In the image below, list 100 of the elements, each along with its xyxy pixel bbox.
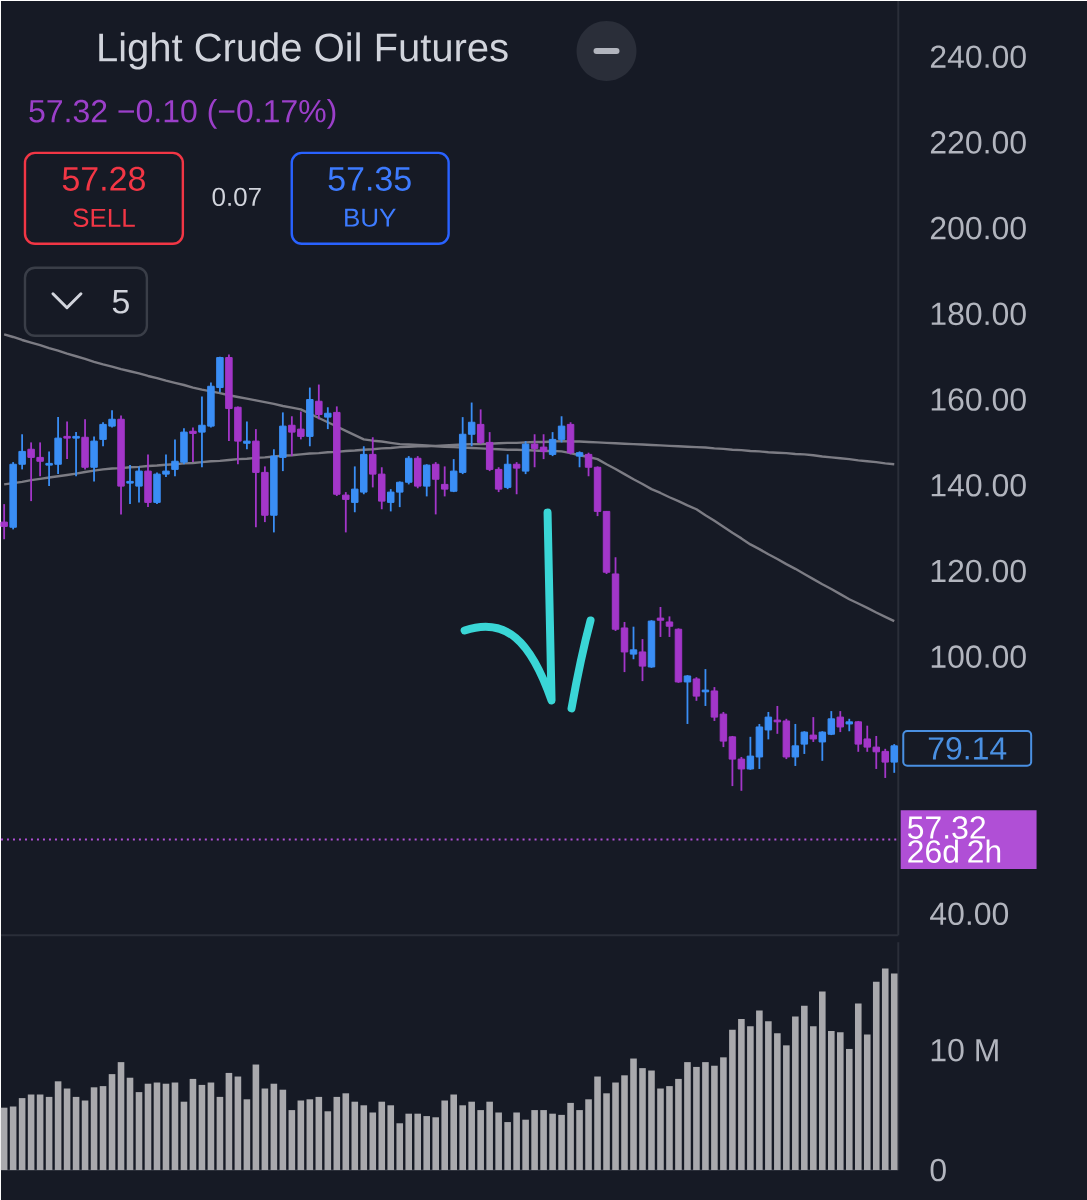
text: Light Crude Oil Futures: [99, 32, 508, 70]
bar: [774, 1033, 781, 1171]
bar: [612, 1082, 619, 1171]
bar: [504, 1122, 511, 1171]
candlestick: [800, 730, 809, 755]
bar: [171, 1082, 179, 1171]
bar: [315, 1096, 323, 1171]
candlestick: [324, 406, 332, 431]
bar: [45, 1096, 53, 1171]
bar: [630, 1058, 637, 1171]
bar: [441, 1100, 448, 1171]
bar: [153, 1082, 161, 1171]
bar: [450, 1094, 457, 1171]
bar: [765, 1021, 772, 1171]
bar: [180, 1101, 188, 1171]
bar: [603, 1093, 610, 1171]
candlestick: [683, 674, 692, 725]
bar: [342, 1093, 350, 1171]
bar: [216, 1096, 224, 1171]
bar: [729, 1029, 736, 1171]
bar: [198, 1084, 206, 1171]
bar: [423, 1116, 430, 1171]
bar: [648, 1070, 655, 1171]
y-tick-label: 140.00: [931, 473, 1026, 497]
bar: [324, 1111, 332, 1171]
candlestick: [638, 638, 647, 682]
y-tick-label: 200.00: [930, 216, 1026, 240]
text: 57.32 −0.10 (−0.17%): [29, 99, 336, 129]
bar: [189, 1078, 197, 1171]
bar: [657, 1088, 664, 1171]
bar: [9, 1106, 17, 1171]
bar: [378, 1101, 386, 1171]
candlestick: [809, 716, 818, 743]
bar: [81, 1100, 89, 1171]
candlestick: [728, 735, 737, 787]
candlestick: [665, 615, 674, 638]
bar: [468, 1101, 475, 1171]
bar: [477, 1110, 484, 1171]
y-tick-label: 10 M: [931, 1038, 998, 1062]
bar: [27, 1094, 35, 1171]
bar: [0, 1107, 8, 1171]
bar: [783, 1045, 790, 1171]
candlestick: [243, 420, 251, 451]
bar: [135, 1092, 143, 1171]
annotation: BUY: [345, 208, 396, 227]
bar: [818, 991, 826, 1171]
bar: [36, 1094, 44, 1171]
bar: [252, 1064, 260, 1171]
candlestick: [315, 383, 323, 421]
candlestick: [530, 433, 539, 469]
bar: [234, 1076, 242, 1171]
y-tick-label: 240.00: [930, 45, 1026, 69]
bar: [225, 1072, 233, 1171]
bar: [872, 981, 880, 1171]
bar: [306, 1099, 314, 1171]
bar: [540, 1110, 547, 1171]
bar: [827, 1030, 835, 1171]
bar: [675, 1078, 682, 1171]
bar: [756, 1010, 763, 1171]
candlestick: [512, 461, 521, 496]
bar: [90, 1087, 98, 1171]
candlestick: [63, 420, 71, 461]
bar: [126, 1077, 134, 1171]
bar: [333, 1096, 341, 1171]
bar: [792, 1016, 799, 1171]
bar: [738, 1018, 745, 1171]
bar: [684, 1062, 691, 1171]
bar: [270, 1083, 278, 1171]
ref-line-label: 57.32 26d 2h: [907, 816, 1001, 863]
candlestick: [503, 453, 512, 491]
annotation: 57.35: [328, 166, 411, 191]
candlestick: [431, 461, 440, 516]
y-tick-label: 40.00: [930, 902, 1009, 926]
bar: [800, 1005, 808, 1171]
bar: [693, 1066, 700, 1171]
bar: [405, 1113, 412, 1171]
bar: [396, 1123, 403, 1171]
candlestick: [539, 433, 548, 461]
bar: [99, 1086, 107, 1171]
bar: [351, 1101, 359, 1171]
bar: [360, 1105, 368, 1171]
y-tick-label: 100.00: [931, 645, 1026, 668]
candlestick: [836, 710, 844, 733]
bar: [72, 1096, 80, 1171]
candlestick: [0, 503, 8, 541]
candlestick: [72, 431, 80, 478]
bar: [639, 1068, 646, 1171]
bar: [18, 1098, 26, 1171]
y-tick-label: 0: [930, 1158, 946, 1182]
bar: [531, 1110, 538, 1171]
y-tick-label: 120.00: [931, 559, 1026, 583]
bar: [63, 1088, 71, 1171]
y-tick-label: 220.00: [930, 131, 1026, 154]
bar: [711, 1065, 718, 1171]
candlestick: [737, 756, 746, 792]
bar: [432, 1117, 439, 1171]
candlestick: [791, 723, 800, 767]
bar: [387, 1105, 394, 1171]
annotation: 5: [112, 289, 129, 314]
bar: [845, 1048, 853, 1171]
